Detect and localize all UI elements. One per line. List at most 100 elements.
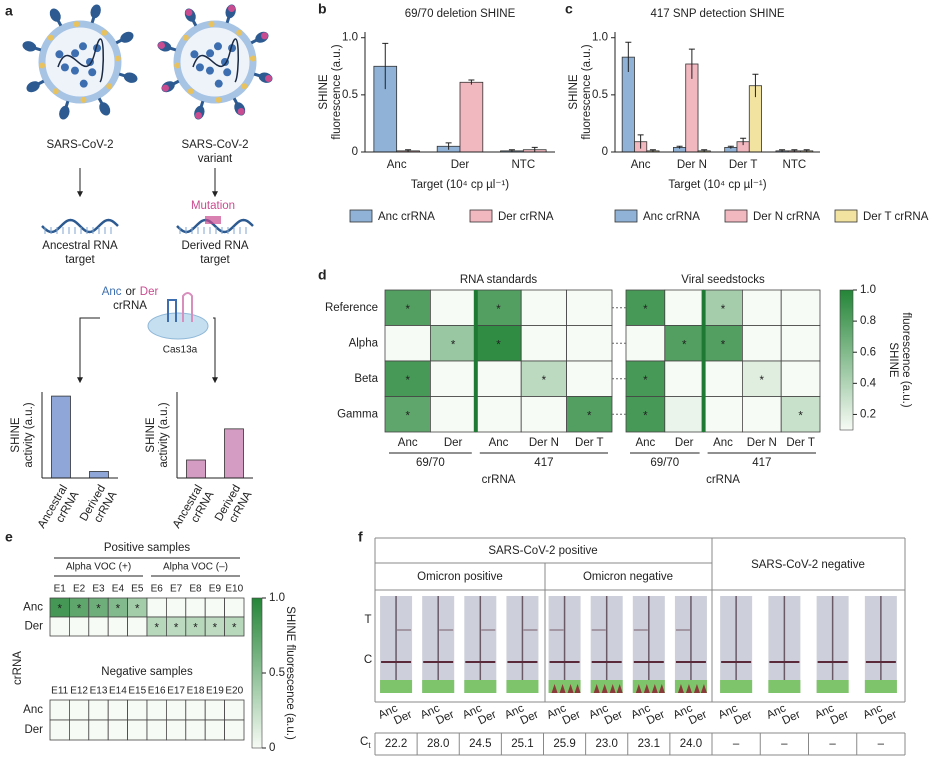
heatmap-cell bbox=[429, 396, 477, 433]
bar bbox=[224, 428, 244, 479]
cell-label: * bbox=[760, 375, 765, 387]
heatmap-cell bbox=[475, 325, 522, 362]
guide-label: Anc or Der bbox=[102, 286, 159, 298]
col-label: E14 bbox=[109, 686, 127, 697]
strip-pad bbox=[632, 680, 665, 693]
pad-mark bbox=[609, 684, 616, 693]
heatmap-cell bbox=[146, 597, 167, 618]
cas13a bbox=[147, 312, 209, 340]
strip-pad bbox=[864, 680, 897, 693]
y-axis-label: fluorescence (a.u.) bbox=[331, 44, 343, 139]
col-label: Der bbox=[675, 437, 694, 449]
cell-label: * bbox=[77, 604, 82, 616]
membrane-protein bbox=[182, 34, 189, 41]
heatmap-cell bbox=[107, 699, 128, 721]
y-axis-label: SHINE bbox=[568, 74, 580, 109]
cell-label: * bbox=[643, 375, 648, 387]
heatmap-cell bbox=[49, 616, 70, 637]
heatmap-cell bbox=[566, 325, 613, 362]
heatmap-cell bbox=[520, 360, 568, 397]
colorbar-tick-label: 0.2 bbox=[860, 408, 876, 420]
strip-pad bbox=[590, 680, 623, 693]
heatmap-cell bbox=[664, 289, 704, 326]
cell-label: * bbox=[451, 339, 456, 351]
row-label: Der bbox=[24, 621, 43, 633]
ct-label-main: C bbox=[360, 736, 368, 748]
heatmap-cell bbox=[520, 396, 568, 433]
heatmap-cell bbox=[703, 360, 743, 397]
membrane-protein bbox=[52, 88, 59, 95]
x-tick-label: Der T bbox=[729, 159, 758, 171]
heatmap-cell bbox=[165, 699, 187, 721]
strip-pad bbox=[506, 680, 539, 693]
cell-label: * bbox=[174, 623, 179, 635]
membrane-protein bbox=[114, 55, 121, 62]
cell-label: * bbox=[213, 623, 218, 635]
col-label: Anc bbox=[713, 437, 733, 449]
strip-pad bbox=[720, 680, 753, 693]
spike-mutation bbox=[161, 84, 169, 92]
col-label: E15 bbox=[128, 686, 146, 697]
row-label: Anc bbox=[23, 704, 43, 716]
legend-label: Anc crRNA bbox=[643, 211, 700, 223]
y-axis-label: crRNA bbox=[12, 651, 24, 685]
col-label: E17 bbox=[167, 686, 185, 697]
cell-label: * bbox=[405, 375, 410, 387]
row-label: Alpha bbox=[349, 337, 379, 349]
col-label: E7 bbox=[170, 584, 183, 595]
heatmap-cell bbox=[69, 719, 90, 741]
y-tick-label: 0.5 bbox=[592, 89, 608, 101]
pad-mark bbox=[677, 684, 684, 693]
heatmap-cell bbox=[625, 325, 666, 362]
heatmap-cell bbox=[429, 360, 477, 397]
colorbar-tick-label: 0.8 bbox=[860, 315, 876, 327]
colorbar-tick-label: 1.0 bbox=[269, 592, 285, 604]
heatmap-cell bbox=[69, 616, 90, 637]
heatmap-cell bbox=[127, 616, 148, 637]
row-label: Der bbox=[24, 724, 43, 736]
nucleocapsid bbox=[214, 79, 223, 88]
legend-swatch bbox=[834, 209, 858, 223]
col-label: E2 bbox=[73, 584, 86, 595]
virus-envelope bbox=[38, 20, 122, 104]
strip-pad bbox=[816, 680, 849, 693]
pad-mark bbox=[601, 684, 608, 693]
y-tick-label: 1.0 bbox=[342, 32, 358, 44]
error-bar bbox=[752, 73, 759, 98]
col-label: E16 bbox=[148, 686, 166, 697]
ct-value: – bbox=[781, 738, 788, 750]
heatmap-cell bbox=[780, 396, 821, 433]
error-bar bbox=[676, 145, 683, 149]
chart-title: Positive samples bbox=[104, 542, 191, 554]
heatmap-cell bbox=[146, 719, 167, 741]
heatmap-cell bbox=[204, 597, 225, 618]
bar bbox=[89, 471, 109, 479]
pad-mark bbox=[593, 684, 600, 693]
col-label: E4 bbox=[112, 584, 125, 595]
target-label: Ancestral RNA bbox=[42, 240, 118, 252]
col-label: E19 bbox=[206, 686, 224, 697]
strip-pad bbox=[548, 680, 581, 693]
ct-value: 28.0 bbox=[427, 738, 449, 750]
colorbar-label: SHINE fluorescence (a.u.) bbox=[284, 606, 296, 740]
genome bbox=[192, 38, 239, 83]
heatmap-cell bbox=[566, 396, 613, 433]
pad-mark bbox=[574, 684, 581, 693]
heatmap-cell bbox=[224, 616, 245, 637]
y-axis-label: SHINE bbox=[10, 417, 22, 452]
legend-label: Anc crRNA bbox=[378, 211, 435, 223]
error-bar bbox=[468, 79, 475, 85]
nucleocapsid bbox=[60, 63, 69, 72]
pad-mark bbox=[551, 684, 558, 693]
enzyme-label: Cas13a bbox=[163, 345, 198, 356]
heatmap-cell bbox=[384, 325, 431, 362]
spike-head bbox=[120, 31, 134, 43]
colorbar-tick-label: 0 bbox=[269, 742, 275, 754]
col-label: Der N bbox=[529, 437, 559, 449]
heatmap-cell bbox=[742, 289, 782, 326]
cell-label: * bbox=[154, 623, 159, 635]
legend-swatch bbox=[724, 209, 748, 223]
cell-label: * bbox=[232, 623, 237, 635]
bracket-left bbox=[77, 317, 100, 384]
heatmap-cell bbox=[742, 396, 782, 433]
